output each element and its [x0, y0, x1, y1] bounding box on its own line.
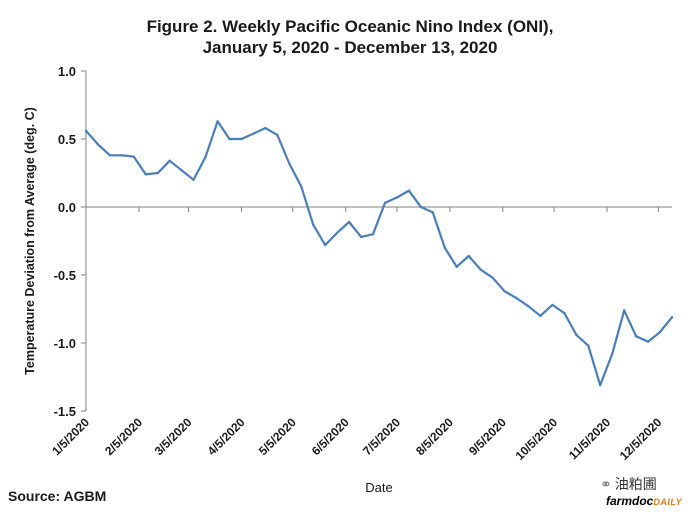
oni-data-point [419, 205, 423, 209]
watermark-text: 油粕圃 [614, 476, 657, 492]
farmdoc-daily-logo: farmdocDAILY [606, 494, 682, 508]
oni-data-point [192, 178, 195, 181]
oni-data-point [288, 162, 291, 165]
oni-series-line [84, 120, 674, 387]
chart-title-line2: January 5, 2020 - December 13, 2020 [202, 38, 498, 57]
y-tick-label: -1.0 [54, 336, 76, 351]
brand-daily: DAILY [653, 497, 683, 507]
y-ticks: 1.0 0.5 0.0 -0.5 -1.0 -1.5 [54, 64, 86, 419]
y-tick-label: 0.0 [58, 200, 76, 215]
oni-data-point [527, 305, 530, 308]
oni-data-point [395, 196, 399, 199]
oni-data-point [84, 129, 88, 133]
x-tick-label: 11/5/2020 [566, 415, 613, 462]
oni-data-point [431, 211, 435, 214]
x-tick-label: 7/5/2020 [360, 415, 403, 458]
oni-data-point [599, 383, 602, 387]
oni-data-point [204, 155, 207, 158]
oni-data-point [264, 126, 267, 130]
oni-data-point [479, 268, 482, 271]
x-tick-label: 8/5/2020 [413, 415, 456, 458]
oni-data-point [144, 173, 147, 176]
oni-data-point [611, 352, 614, 356]
x-tick-label: 9/5/2020 [466, 415, 509, 458]
oni-data-point [120, 154, 124, 157]
oni-data-point [168, 159, 171, 162]
oni-points [84, 120, 674, 387]
oni-data-point [467, 254, 470, 258]
oni-data-point [359, 235, 363, 239]
oni-data-point [216, 120, 219, 123]
oni-data-point [658, 330, 662, 334]
oni-data-point [276, 133, 279, 137]
oni-data-point [503, 290, 506, 293]
oni-data-point [383, 201, 387, 205]
oni-data-point [132, 155, 136, 158]
oni-data-point [563, 311, 566, 315]
watermark: ⚭ 油粕圃 [600, 474, 657, 494]
oni-data-point [180, 169, 183, 172]
source-note: Source: AGBM [8, 488, 107, 504]
oni-data-point [587, 344, 590, 347]
oni-data-point [252, 132, 255, 135]
x-tick-label: 10/5/2020 [513, 415, 561, 463]
x-tick-label: 5/5/2020 [256, 415, 299, 458]
oni-data-point [335, 231, 339, 235]
oni-data-point [622, 309, 626, 312]
oni-data-point [228, 137, 231, 141]
oni-data-point [551, 303, 554, 307]
oni-data-point [575, 333, 578, 337]
brand-main: farmdoc [606, 494, 654, 508]
x-ticks: 1/5/2020 2/5/2020 3/5/2020 4/5/2020 5/5/2020… [49, 207, 665, 463]
chart-title-line1: Figure 2. Weekly Pacific Oceanic Nino In… [146, 17, 554, 36]
oni-data-point [539, 314, 542, 317]
oni-data-point [240, 137, 243, 141]
x-tick-label: 4/5/2020 [205, 415, 248, 458]
oni-data-point [407, 189, 411, 192]
oni-data-point [312, 223, 315, 226]
oni-data-point [108, 154, 112, 157]
oni-data-point [300, 185, 303, 188]
x-tick-label: 1/5/2020 [49, 415, 92, 458]
y-axis-label: Temperature Deviation from Average (deg.… [23, 107, 37, 375]
x-axis-label: Date [365, 480, 392, 495]
y-tick-label: -0.5 [54, 268, 76, 283]
x-tick-label: 12/5/2020 [617, 415, 665, 463]
oni-data-point [443, 246, 446, 249]
oni-data-point [515, 296, 518, 300]
x-tick-label: 3/5/2020 [152, 415, 195, 458]
x-tick-label: 6/5/2020 [309, 415, 352, 458]
y-tick-label: 1.0 [58, 64, 76, 79]
oni-data-point [156, 171, 159, 175]
oni-data-point [491, 276, 494, 279]
oni-data-point [347, 220, 351, 224]
x-tick-label: 2/5/2020 [102, 415, 145, 458]
oni-data-point [371, 233, 375, 236]
oni-data-point [634, 335, 638, 338]
oni-data-point [96, 143, 100, 146]
y-tick-label: -1.5 [54, 404, 76, 419]
wechat-icon: ⚭ [600, 476, 612, 492]
oni-data-point [670, 315, 674, 319]
oni-data-point [646, 340, 650, 343]
y-tick-label: 0.5 [58, 132, 76, 147]
oni-data-point [323, 243, 327, 247]
oni-data-point [455, 265, 458, 269]
